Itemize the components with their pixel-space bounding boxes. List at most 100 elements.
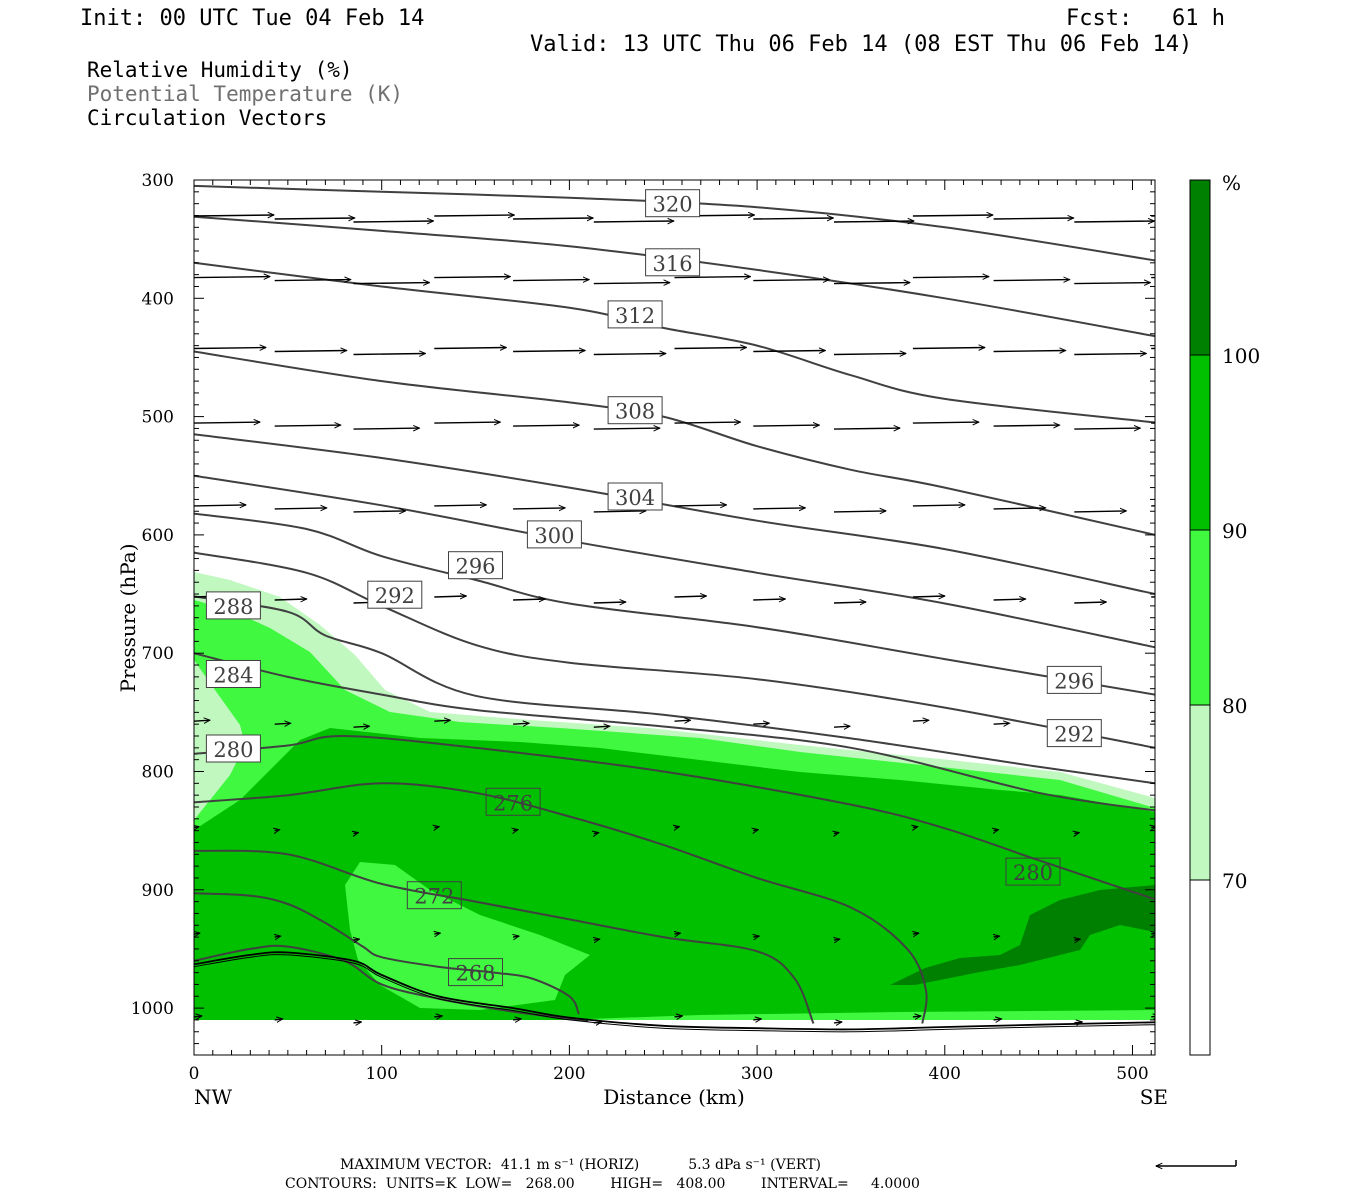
circulation-vector [353, 1022, 362, 1023]
contour-label-text: 320 [653, 193, 693, 217]
circulation-vector [593, 221, 674, 222]
circulation-vector [833, 726, 850, 727]
contour-label-text: 280 [213, 738, 253, 762]
circulation-vector [275, 830, 280, 831]
circulation-vector [353, 283, 430, 284]
colorbar-90 [1189, 354, 1211, 531]
circulation-vector [675, 827, 680, 828]
contour-label-280: 280 [205, 734, 261, 763]
circulation-vector [753, 723, 769, 724]
circulation-vector [194, 827, 199, 828]
circulation-vector [993, 599, 1026, 600]
circulation-vector [274, 599, 307, 600]
circulation-vector [834, 939, 840, 940]
contour-label-296: 296 [1046, 665, 1102, 694]
x-end-left: NW [194, 1085, 233, 1109]
theta-contour-276 [194, 849, 815, 1024]
circulation-vector [274, 351, 347, 352]
circulation-vector [594, 939, 600, 940]
circulation-vector [593, 1022, 602, 1023]
colorbar-80 [1189, 529, 1211, 706]
circulation-vector [513, 508, 565, 509]
circulation-vector [833, 1022, 842, 1023]
contours-note: CONTOURS: UNITS=K LOW= 268.00 HIGH= 408.… [285, 1176, 920, 1192]
x-tick-label: 0 [189, 1064, 200, 1084]
circulation-vector [674, 720, 691, 721]
circulation-vector [753, 425, 819, 426]
circulation-vector [513, 280, 589, 281]
circulation-vector [674, 422, 741, 423]
theta-contour-300 [194, 474, 1155, 649]
circulation-vector [434, 720, 450, 721]
theta-contour-288 [194, 595, 1155, 785]
circulation-vector [994, 830, 999, 831]
legend-vectors: Circulation Vectors [87, 106, 328, 130]
contour-label-308: 308 [607, 396, 663, 425]
y-tick-label: 700 [142, 644, 174, 664]
circulation-vector [912, 277, 989, 278]
circulation-vector [594, 833, 599, 834]
circulation-vector [593, 511, 646, 512]
circulation-vector [194, 422, 260, 423]
legend-rh: Relative Humidity (%) [87, 58, 353, 82]
valid-time: Valid: 13 UTC Thu 06 Feb 14 (08 EST Thu … [530, 32, 1193, 57]
contour-label-268: 268 [448, 958, 503, 987]
circulation-vector [194, 933, 200, 934]
theta-contour-280 [194, 734, 1155, 901]
circulation-vector [274, 425, 341, 426]
circulation-vector [194, 505, 246, 506]
y-tick-label: 800 [142, 763, 174, 783]
y-axis-title: Pressure (hPa) [116, 544, 140, 693]
rh-shading [194, 572, 1155, 1020]
circulation-vector [993, 280, 1070, 281]
theta-contour-276 [194, 782, 928, 1024]
circulation-vector [753, 351, 825, 352]
circulation-vector [513, 351, 585, 352]
x-end-right: SE [1140, 1085, 1168, 1109]
colorbar-label-70: 70 [1222, 869, 1247, 893]
y-tick-label: 600 [142, 526, 174, 546]
circulation-vector [593, 428, 660, 429]
circulation-vector [753, 599, 785, 600]
rh-100-region [890, 885, 1155, 985]
theta-contour-316 [194, 215, 1155, 338]
theta-contour-272 [194, 892, 580, 1015]
contour-label-text: 272 [414, 885, 454, 909]
circulation-vector [912, 505, 965, 506]
circulation-vector [674, 505, 727, 506]
circulation-vector [1151, 596, 1155, 598]
circulation-vector [274, 1019, 283, 1020]
circulation-vector [912, 720, 929, 721]
x-tick-label: 500 [1116, 1064, 1148, 1084]
contour-label-text: 288 [213, 595, 253, 619]
circulation-vector [434, 596, 466, 597]
circulation-vector [513, 599, 545, 600]
contour-label-text: 296 [1054, 669, 1094, 693]
circulation-vector [434, 422, 500, 423]
contour-label-280: 280 [1005, 857, 1061, 886]
circulation-vector [1151, 720, 1155, 722]
circulation-vector [434, 277, 510, 278]
contour-label-text: 296 [455, 555, 495, 579]
circulation-vector [274, 218, 355, 219]
circulation-vector [434, 827, 439, 828]
circulation-vector [753, 1019, 761, 1020]
contour-label-316: 316 [645, 248, 701, 277]
circulation-vector [753, 936, 759, 937]
circulation-vector [912, 1016, 921, 1017]
y-tick-label: 400 [142, 289, 174, 309]
circulation-vector [1074, 1022, 1082, 1023]
contour-label-300: 300 [526, 520, 582, 549]
colorbar-70 [1189, 704, 1211, 881]
colorbar-label-80: 80 [1222, 694, 1247, 718]
y-tick-label: 1000 [131, 999, 174, 1019]
circulation-vector [354, 833, 359, 834]
circulation-vector [593, 283, 670, 284]
circulation-vector [275, 936, 281, 937]
circulation-vector [513, 936, 519, 937]
terrain-line-inner [194, 954, 1155, 1033]
contour-label-284: 284 [205, 660, 261, 688]
circulation-vector [353, 428, 420, 429]
circulation-vector [994, 936, 1000, 937]
